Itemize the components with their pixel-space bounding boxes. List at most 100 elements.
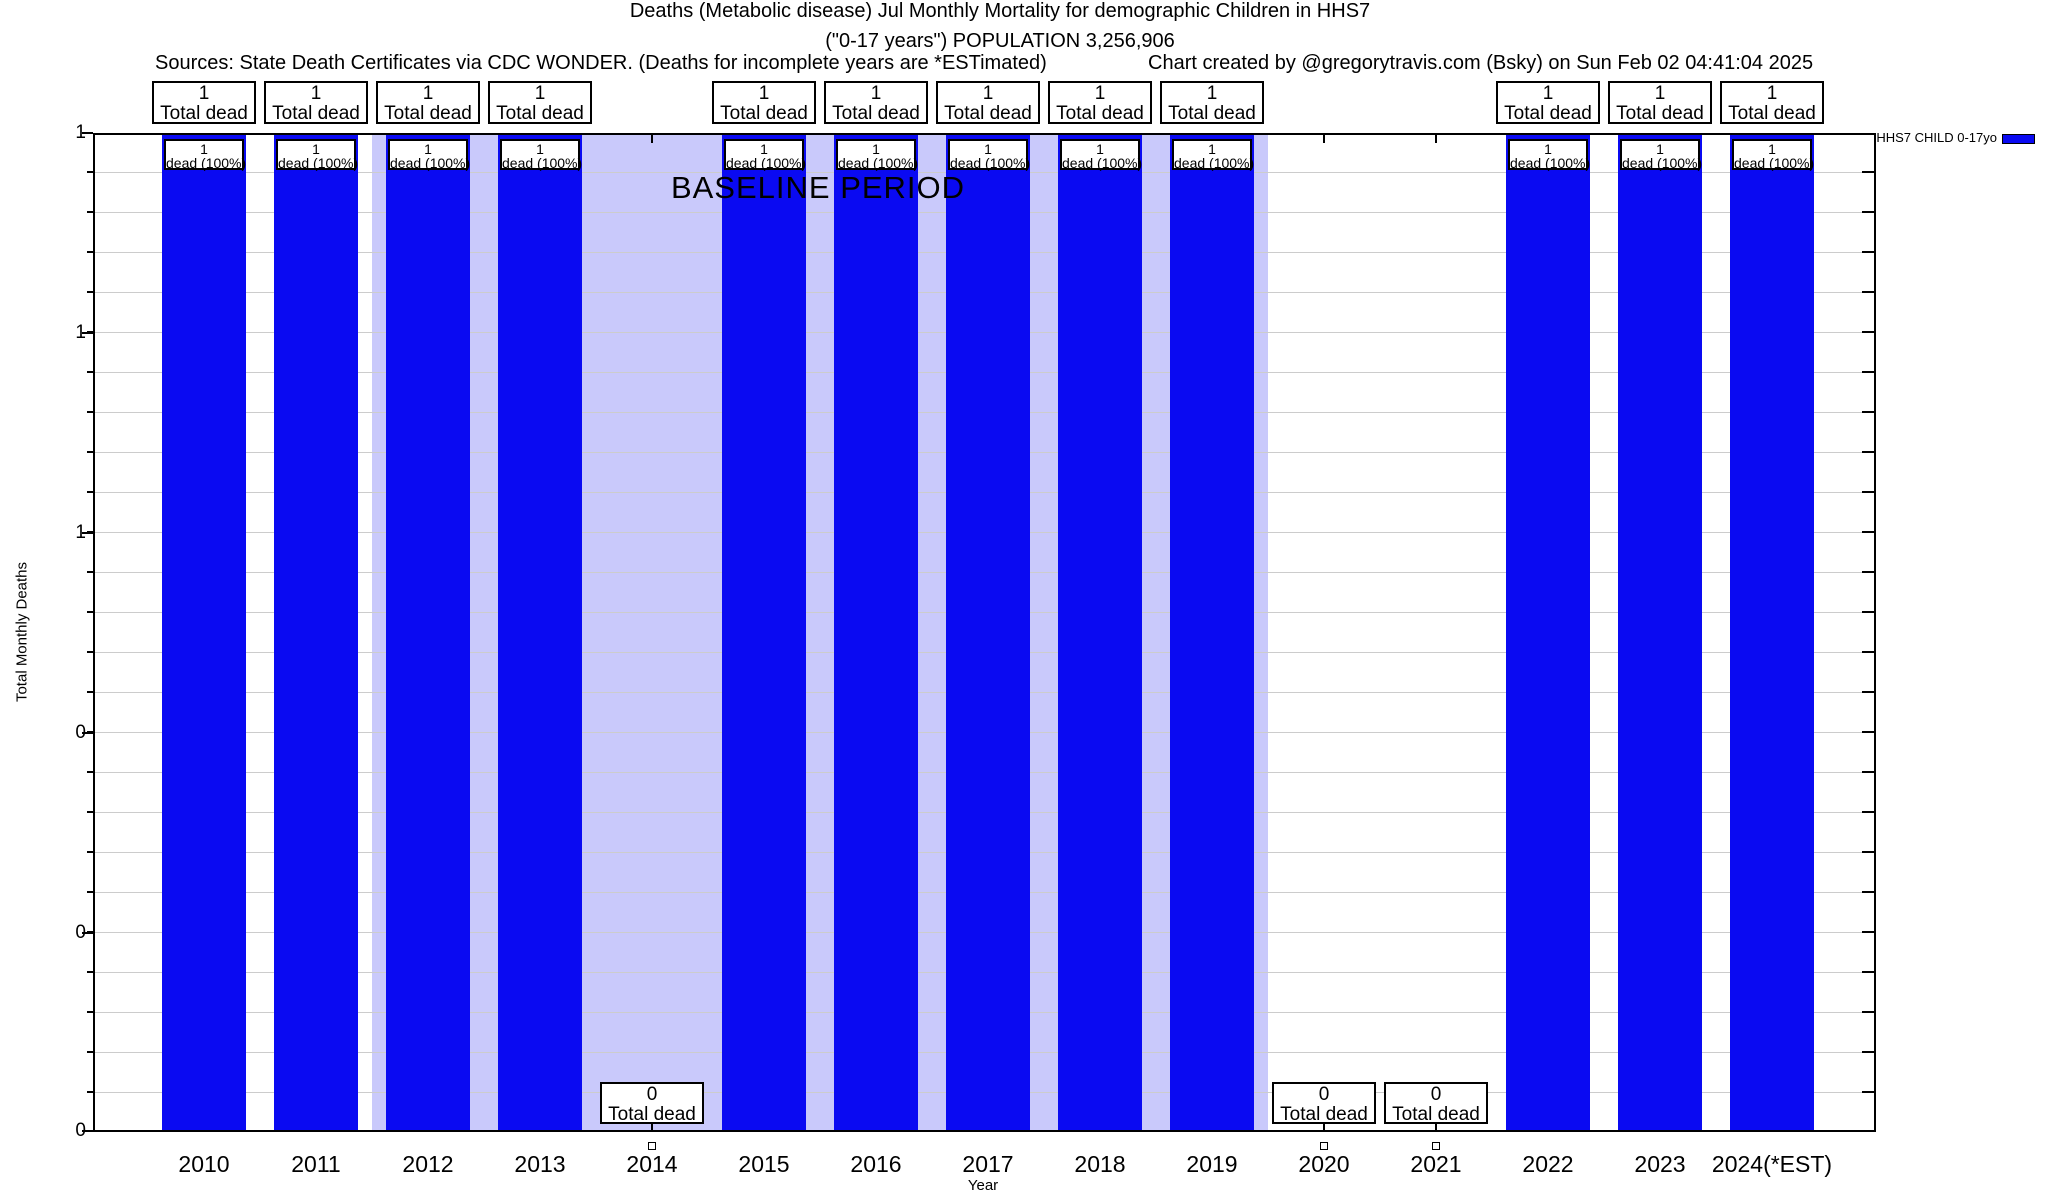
dead-count-value: 1 — [872, 141, 880, 157]
total-dead-text: Total dead — [1168, 103, 1256, 124]
y-minor-tick-left — [87, 651, 93, 653]
y-major-tick — [82, 732, 93, 734]
y-minor-tick-right — [1862, 1091, 1874, 1093]
chart-title-line1: Deaths (Metabolic disease) Jul Monthly M… — [629, 0, 1371, 22]
y-minor-tick-left — [87, 691, 93, 693]
y-minor-tick-left — [87, 771, 93, 773]
y-minor-tick-left — [87, 731, 93, 733]
y-minor-tick-left — [87, 411, 93, 413]
y-minor-tick-right — [1862, 371, 1874, 373]
x-year-label: 2023 — [1634, 1151, 1686, 1177]
y-minor-tick-left — [87, 891, 93, 893]
y-minor-tick-left — [87, 611, 93, 613]
bar — [274, 133, 358, 1132]
dead-count-value: 1 — [424, 141, 432, 157]
y-minor-tick-right — [1862, 651, 1874, 653]
y-minor-tick-left — [87, 1051, 93, 1053]
dead-pct-text: dead (100%) — [278, 155, 359, 171]
dead-pct-box: 1 dead (100%) — [1172, 139, 1254, 170]
dead-pct-text: dead (100%) — [1622, 155, 1703, 171]
total-dead-box: 1 Total dead — [1496, 81, 1600, 124]
dead-pct-text: dead (100%) — [390, 155, 471, 171]
y-tick-label: 1 — [75, 522, 86, 543]
bar — [1058, 133, 1142, 1132]
bar — [1170, 133, 1254, 1132]
y-tick-label: 1 — [75, 322, 86, 343]
zero-value-marker — [648, 1142, 656, 1150]
y-minor-tick-left — [87, 291, 93, 293]
total-dead-box: 1 Total dead — [1160, 81, 1264, 124]
total-dead-box: 1 Total dead — [1720, 81, 1824, 124]
dead-pct-text: dead (100%) — [502, 155, 583, 171]
source-note: Sources: State Death Certificates via CD… — [155, 52, 1047, 74]
total-dead-box: 1 Total dead — [712, 81, 816, 124]
legend-color-swatch — [2002, 134, 2035, 144]
x-year-label: 2024(*EST) — [1711, 1151, 1833, 1177]
total-dead-value: 1 — [870, 83, 882, 104]
total-dead-value: 1 — [1654, 83, 1666, 104]
total-dead-value: 1 — [422, 83, 434, 104]
y-minor-tick-left — [87, 331, 93, 333]
dead-pct-box: 1 dead (100%) — [836, 139, 918, 170]
total-dead-text: Total dead — [1392, 1104, 1480, 1125]
x-axis-title: Year — [967, 1177, 999, 1194]
bar — [498, 133, 582, 1132]
y-minor-tick-right — [1862, 251, 1874, 253]
y-minor-tick-right — [1862, 451, 1874, 453]
total-dead-value: 1 — [1542, 83, 1554, 104]
bar — [386, 133, 470, 1132]
y-minor-tick-left — [87, 251, 93, 253]
dead-pct-box: 1 dead (100%) — [724, 139, 807, 171]
x-year-label: 2010 — [178, 1151, 230, 1177]
dead-count-value: 1 — [984, 141, 992, 157]
dead-pct-box: 1 dead (100%) — [500, 139, 583, 171]
dead-pct-box: 1 dead (100%) — [1620, 139, 1703, 171]
dead-count-value: 1 — [1096, 141, 1104, 157]
zero-box-leader — [1435, 1124, 1437, 1132]
bar — [1618, 133, 1702, 1132]
x-year-label: 2016 — [850, 1151, 902, 1177]
x-year-label: 2019 — [1186, 1151, 1238, 1177]
total-dead-box: 1 Total dead — [1608, 81, 1712, 124]
x-year-tick-top — [1435, 135, 1437, 143]
dead-pct-box: 1 dead (100%) — [948, 139, 1031, 171]
total-dead-value: 0 — [1318, 1084, 1330, 1105]
y-minor-tick-left — [87, 931, 93, 933]
x-year-label: 2017 — [962, 1151, 1014, 1177]
y-major-tick — [82, 132, 93, 134]
dead-pct-box: 1 dead (100%) — [1060, 139, 1142, 170]
y-minor-tick-right — [1862, 811, 1874, 813]
x-year-label: 2022 — [1522, 1151, 1574, 1177]
y-minor-tick-left — [87, 1011, 93, 1013]
bar — [1730, 133, 1814, 1132]
y-minor-tick-right — [1862, 491, 1874, 493]
y-minor-tick-right — [1862, 611, 1874, 613]
total-dead-box-zero: 0 Total dead — [1384, 1082, 1488, 1125]
total-dead-text: Total dead — [496, 103, 584, 124]
total-dead-text: Total dead — [384, 103, 472, 124]
total-dead-text: Total dead — [1616, 103, 1704, 124]
dead-count-value: 1 — [760, 141, 768, 157]
total-dead-value: 1 — [310, 83, 322, 104]
dead-pct-text: dead (100%) — [950, 155, 1031, 171]
y-minor-tick-left — [87, 811, 93, 813]
x-year-label: 2014 — [626, 1151, 678, 1177]
dead-pct-text: dead (100%) — [726, 155, 807, 171]
bar — [162, 133, 246, 1132]
dead-count-value: 1 — [536, 141, 544, 157]
legend-series-label: HHS7 CHILD 0-17yo — [1876, 130, 1997, 145]
total-dead-text: Total dead — [720, 103, 808, 124]
total-dead-box: 1 Total dead — [264, 81, 368, 124]
y-minor-tick-right — [1862, 691, 1874, 693]
total-dead-text: Total dead — [160, 103, 248, 124]
x-year-label: 2012 — [402, 1151, 454, 1177]
total-dead-value: 1 — [534, 83, 546, 104]
y-minor-tick-right — [1862, 891, 1874, 893]
x-year-label: 2013 — [514, 1151, 566, 1177]
total-dead-box: 1 Total dead — [936, 81, 1040, 124]
chart-title-line2: ("0-17 years") POPULATION 3,256,906 — [825, 30, 1175, 52]
total-dead-text: Total dead — [832, 103, 920, 124]
y-minor-tick-left — [87, 571, 93, 573]
bar — [834, 133, 918, 1132]
